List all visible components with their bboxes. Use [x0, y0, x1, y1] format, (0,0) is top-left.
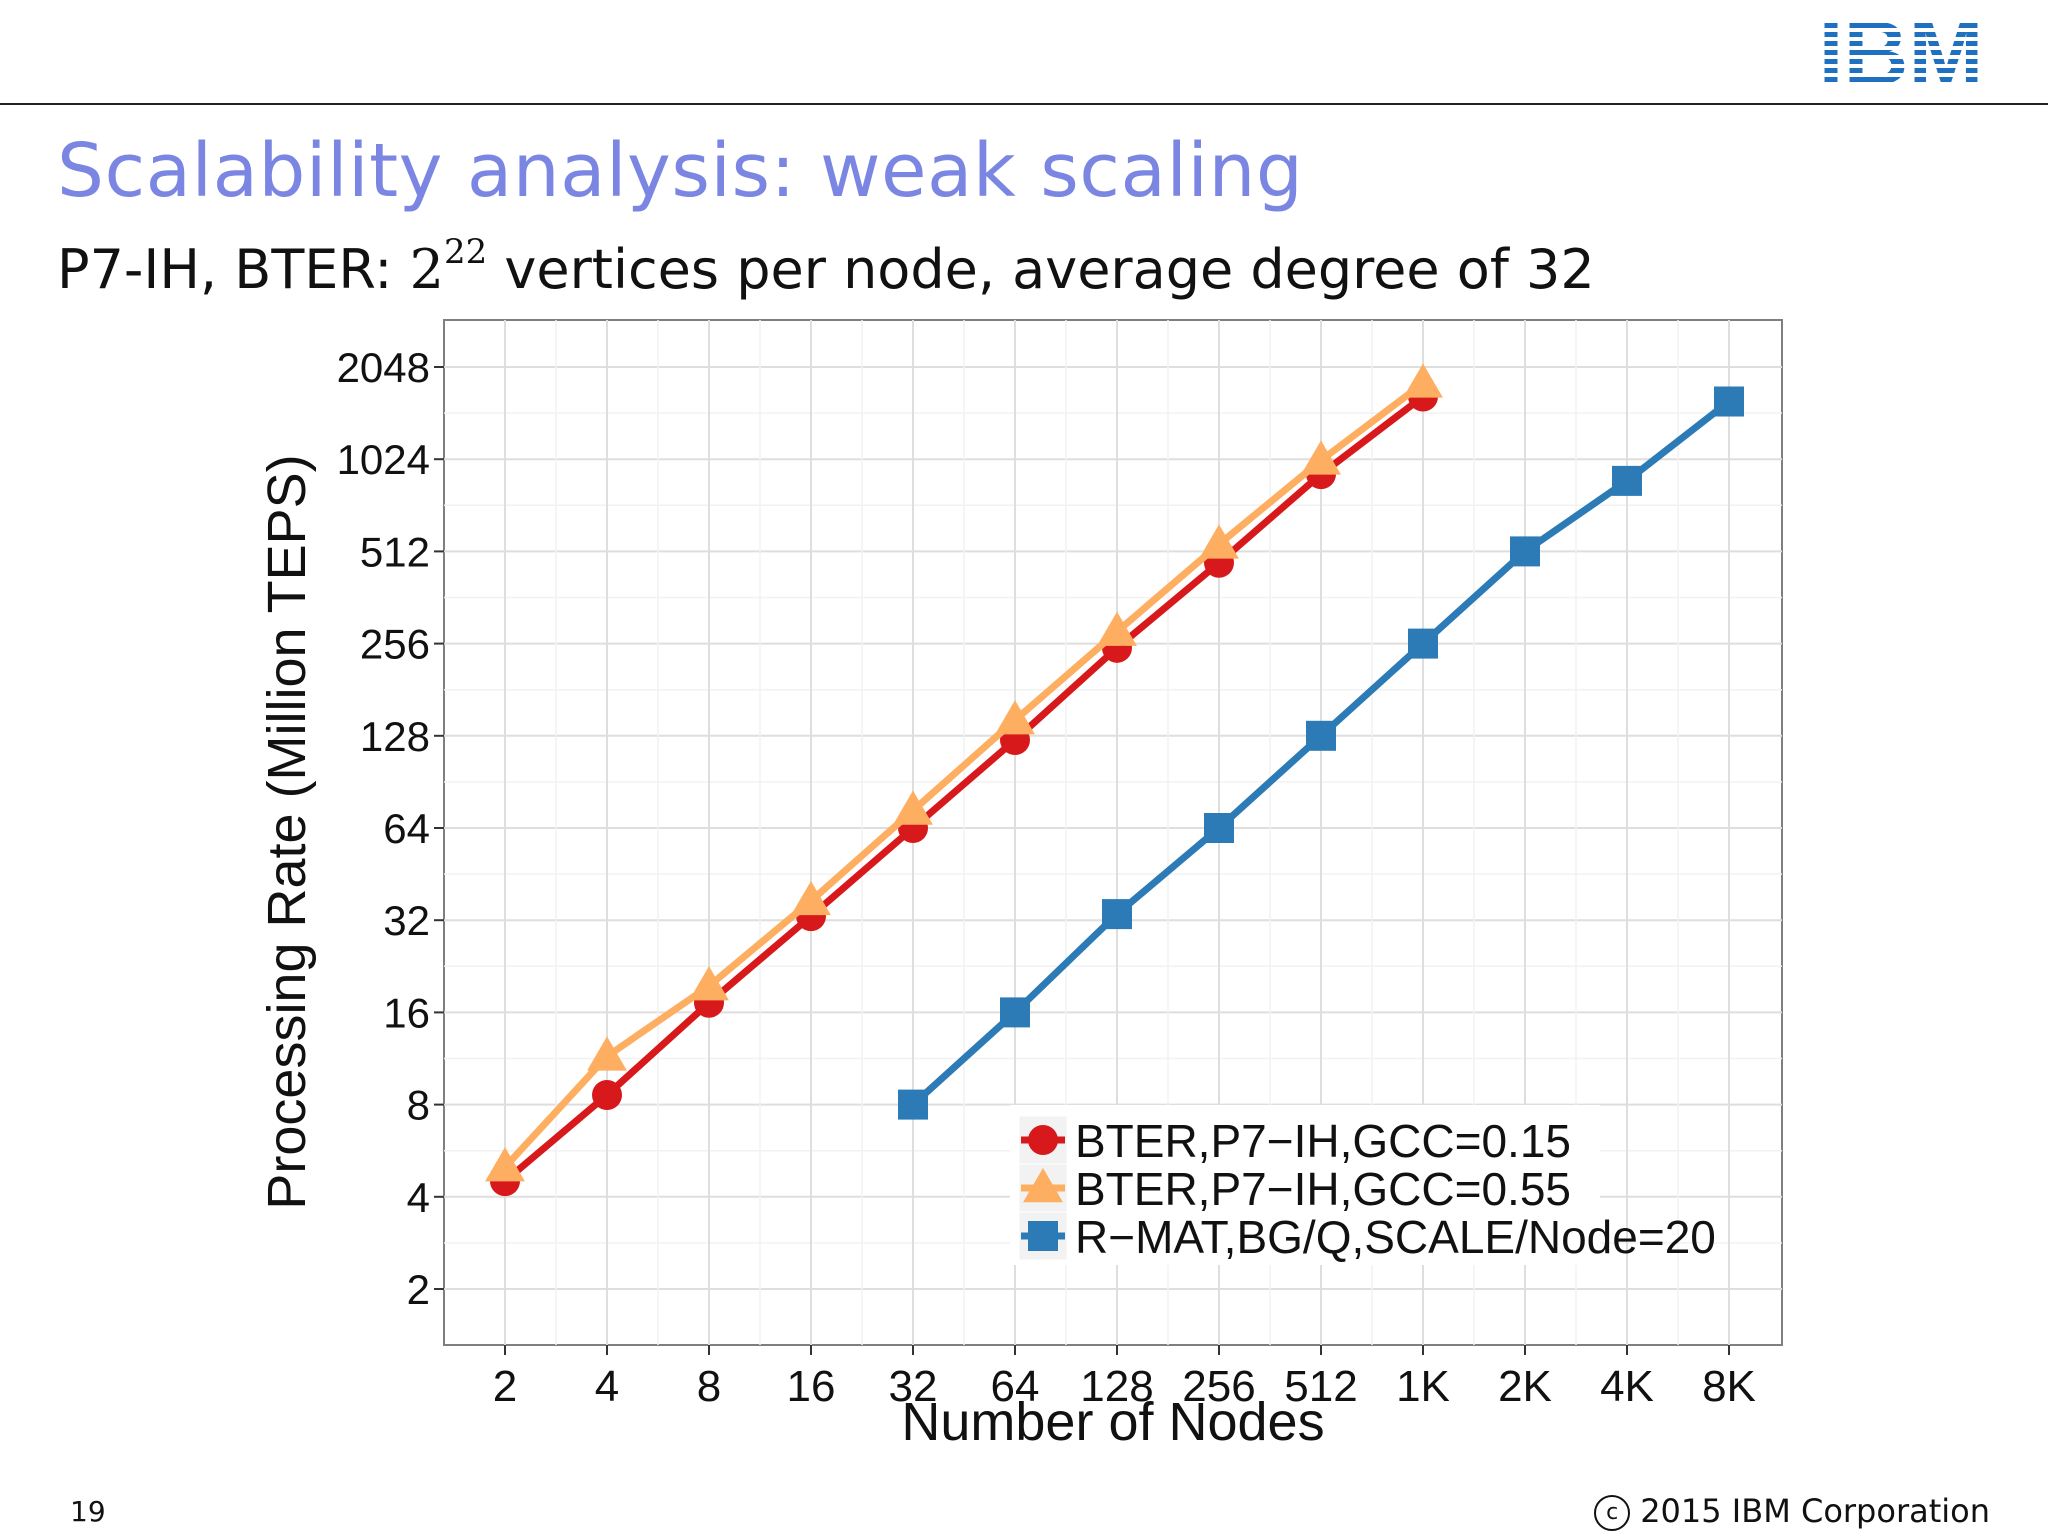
- x-tick-label: 128: [1080, 1362, 1153, 1411]
- page-number: 19: [70, 1495, 106, 1528]
- data-point-square: [1306, 720, 1336, 751]
- ibm-logo: IBM: [1819, 14, 1984, 90]
- legend: BTER,P7−IH,GCC=0.15BTER,P7−IH,GCC=0.55R−…: [1010, 1105, 1716, 1265]
- data-point-circle: [592, 1079, 622, 1110]
- legend-key-circle: [1028, 1125, 1058, 1155]
- x-tick-label: 1K: [1396, 1362, 1450, 1411]
- x-tick-label: 8K: [1702, 1362, 1756, 1411]
- data-point-triangle: [893, 790, 933, 825]
- x-tick-label: 64: [991, 1362, 1040, 1411]
- y-tick-label: 2: [407, 1266, 430, 1313]
- x-tick-label: 256: [1182, 1362, 1255, 1411]
- data-point-triangle: [689, 966, 729, 1001]
- data-point-triangle: [1403, 363, 1443, 398]
- x-tick-label: 8: [697, 1362, 721, 1411]
- legend-key-square: [1028, 1221, 1058, 1251]
- copyright-text: 2015 IBM Corporation: [1640, 1492, 1990, 1530]
- legend-label: BTER,P7−IH,GCC=0.55: [1075, 1163, 1571, 1215]
- legend-label: BTER,P7−IH,GCC=0.15: [1075, 1115, 1571, 1167]
- y-tick-label: 64: [383, 805, 430, 852]
- subtitle-suffix: vertices per node, average degree of 32: [487, 238, 1595, 301]
- data-point-triangle: [1301, 440, 1341, 475]
- legend-box: [1010, 1105, 1600, 1265]
- data-point-square: [1510, 536, 1540, 567]
- slide-subtitle: P7-IH, BTER: 222 vertices per node, aver…: [57, 232, 1595, 301]
- slide-title: Scalability analysis: weak scaling: [57, 128, 1304, 214]
- axes: 2 4 8 16 32 64 128 256 512 1024 2048 2 4 8 16 32 64 128 25…: [337, 344, 1756, 1411]
- x-tick-label: 2: [493, 1362, 517, 1411]
- copyright: c 2015 IBM Corporation: [1594, 1492, 1990, 1531]
- series-layer: [485, 363, 1744, 1197]
- y-axis-label: Processing Rate (Million TEPS): [257, 454, 317, 1209]
- data-point-square: [1408, 628, 1438, 659]
- y-tick-label: 512: [360, 528, 430, 575]
- subtitle-prefix: P7-IH, BTER:: [57, 238, 410, 301]
- data-point-triangle: [1199, 524, 1239, 559]
- data-point-square: [1204, 813, 1234, 843]
- y-tick-label: 256: [360, 621, 430, 668]
- legend-label: R−MAT,BG/Q,SCALE/Node=20: [1075, 1211, 1716, 1263]
- y-tick-label: 32: [383, 897, 430, 944]
- x-tick-label: 16: [787, 1362, 836, 1411]
- data-point-square: [898, 1089, 928, 1120]
- data-point-square: [1612, 465, 1642, 496]
- x-axis-label: Number of Nodes: [901, 1392, 1324, 1452]
- y-tick-label: 2048: [337, 344, 430, 391]
- data-point-triangle: [995, 700, 1035, 735]
- x-tick-label: 4: [595, 1362, 619, 1411]
- x-tick-label: 4K: [1600, 1362, 1654, 1411]
- data-point-triangle: [791, 880, 831, 916]
- x-tick-label: 2K: [1498, 1362, 1552, 1411]
- y-tick-label: 128: [360, 713, 430, 760]
- data-point-square: [1714, 386, 1744, 417]
- y-tick-label: 1024: [337, 436, 430, 483]
- data-point-square: [1102, 899, 1132, 930]
- series-line-circle: [502, 393, 1426, 1184]
- header-rule: [0, 103, 2048, 105]
- subtitle-base: 2: [409, 238, 444, 301]
- subtitle-exponent: 22: [444, 232, 488, 272]
- series-line-triangle: [502, 380, 1426, 1170]
- legend-key-triangle: [1023, 1168, 1063, 1203]
- x-tick-label: 512: [1284, 1362, 1357, 1411]
- data-point-triangle: [1097, 611, 1137, 646]
- y-tick-label: 8: [407, 1082, 430, 1129]
- y-tick-label: 4: [407, 1174, 430, 1221]
- x-tick-label: 32: [889, 1362, 938, 1411]
- data-point-triangle: [587, 1036, 627, 1071]
- data-point-triangle: [485, 1147, 525, 1182]
- data-point-square: [1000, 997, 1030, 1028]
- y-tick-label: 16: [383, 989, 430, 1036]
- weak-scaling-chart: 2 4 8 16 32 64 128 256 512 1024 2048 2 4 8 16 32 64 128 25…: [257, 319, 1783, 1452]
- ibm-logo-text: IBM: [1819, 14, 1984, 90]
- copyright-symbol: c: [1594, 1495, 1631, 1531]
